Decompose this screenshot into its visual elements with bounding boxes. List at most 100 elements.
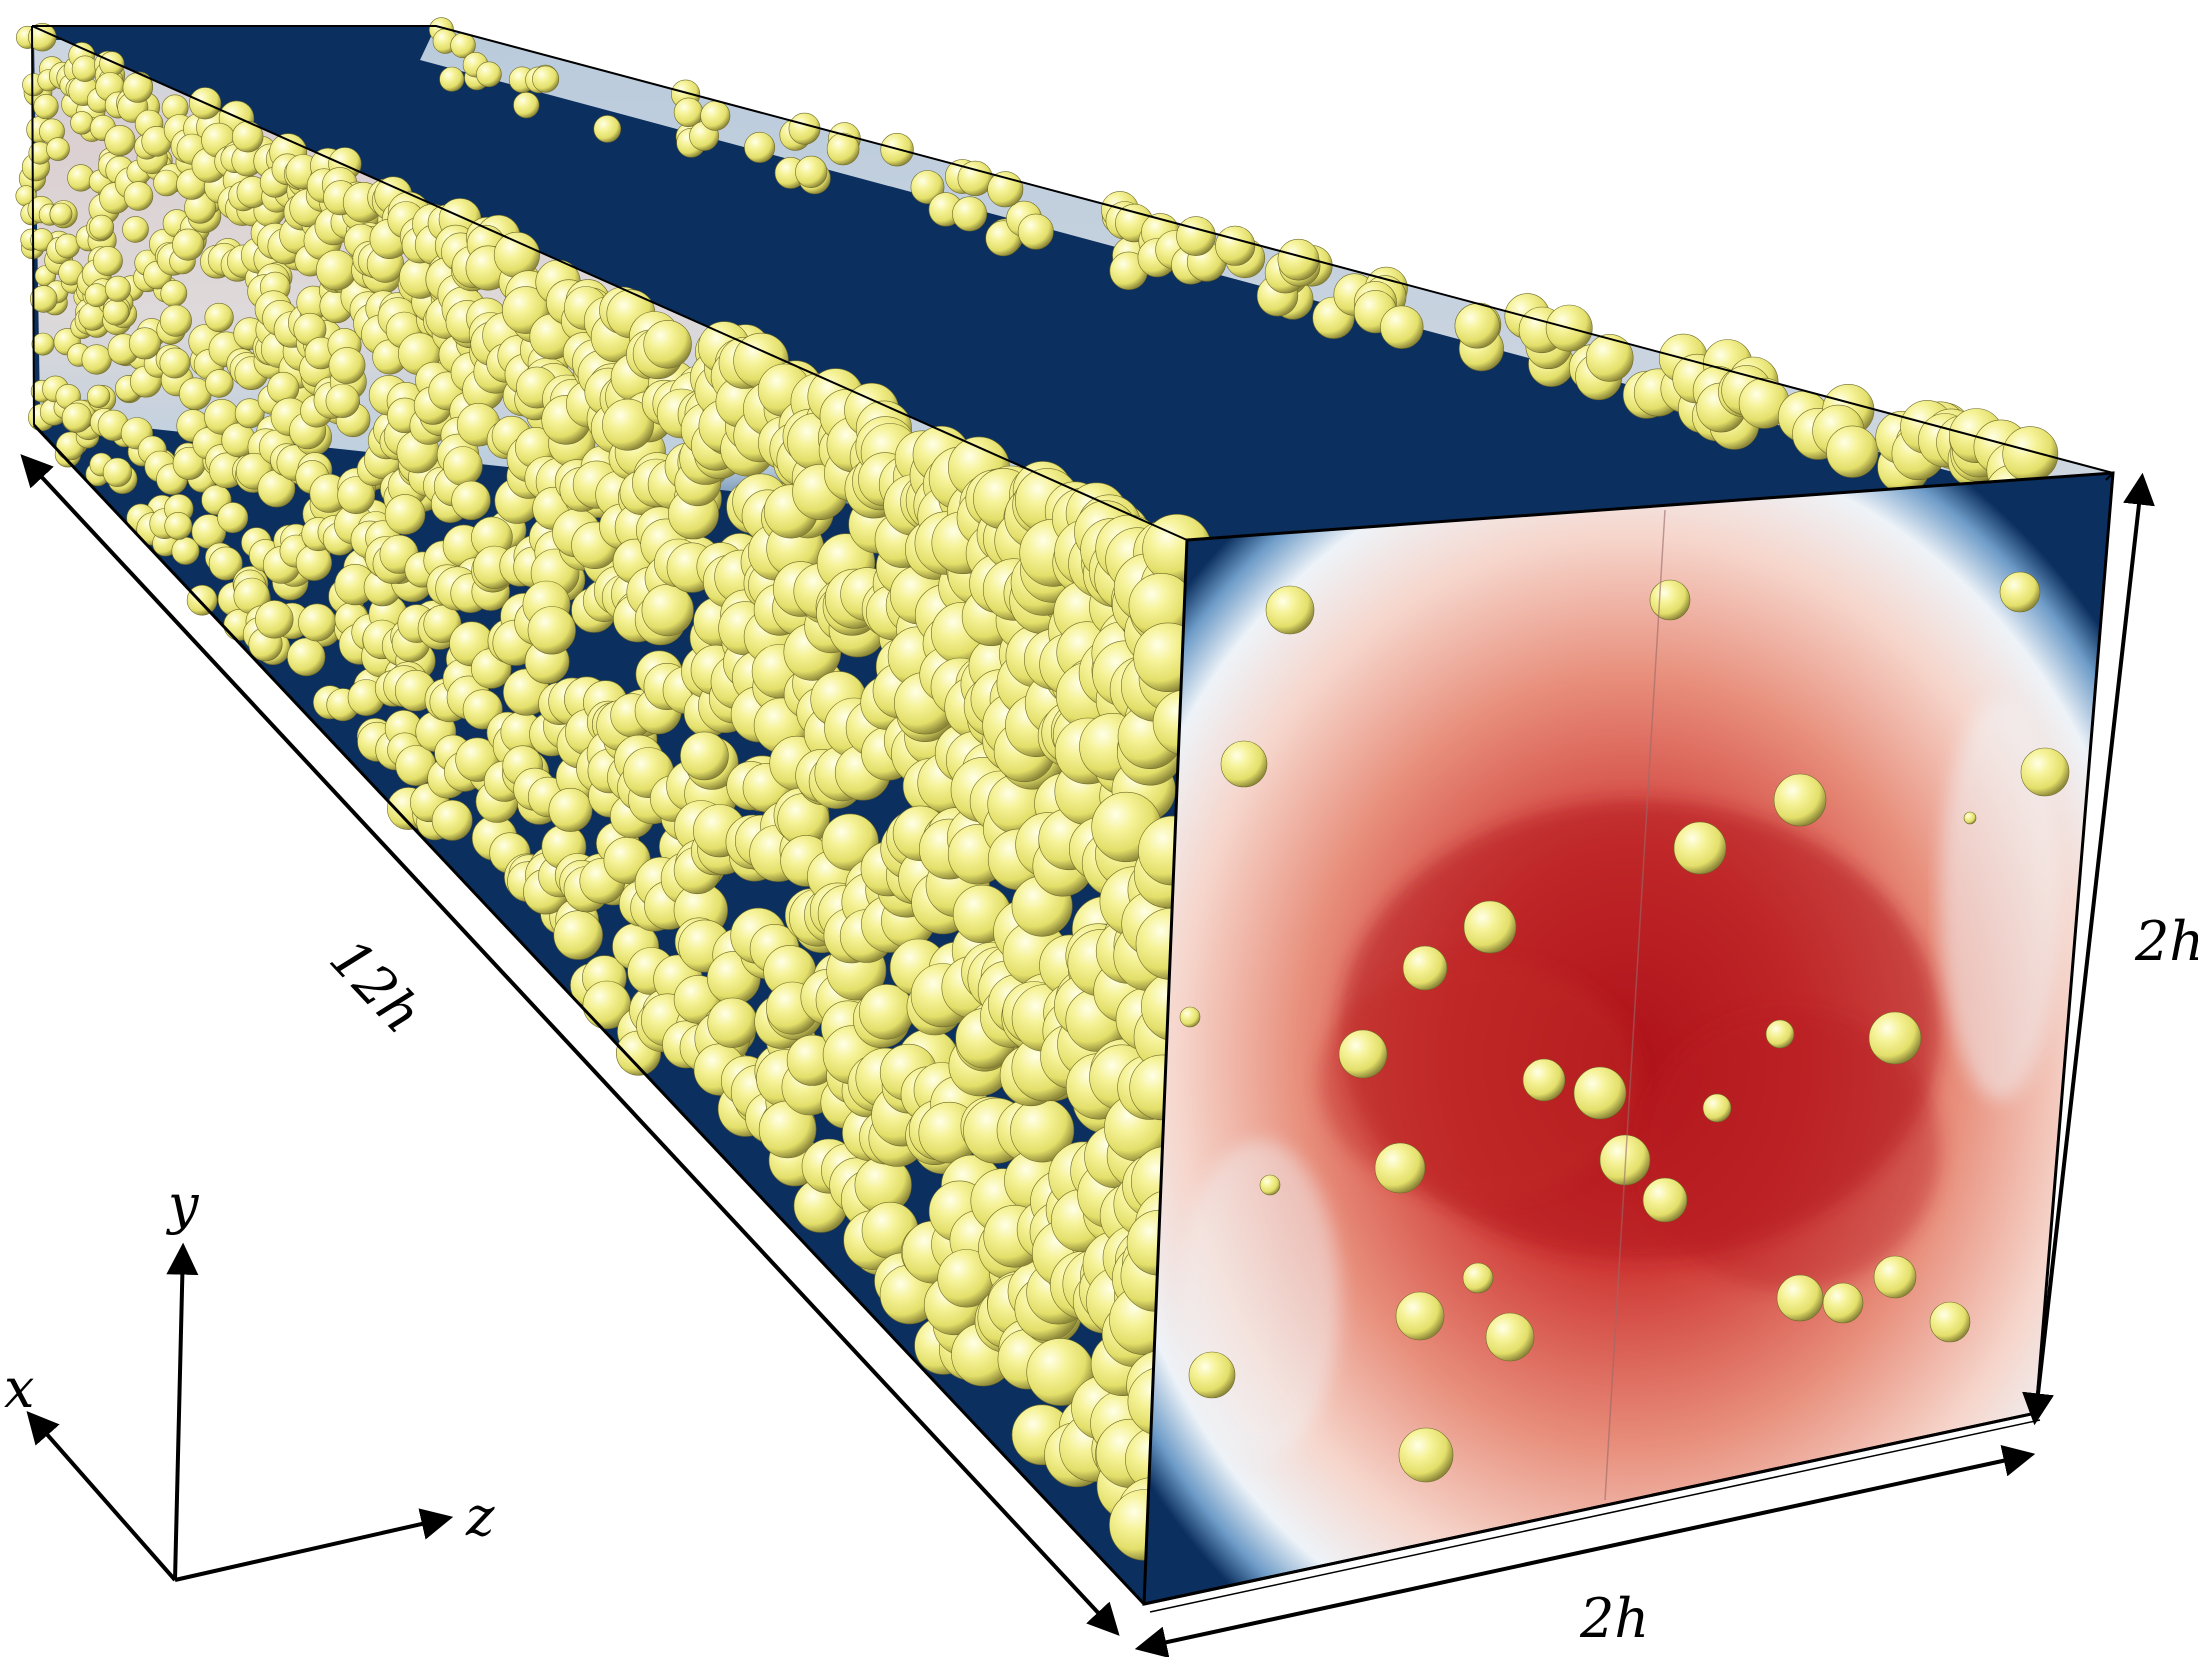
particle — [325, 383, 360, 418]
particle — [186, 584, 218, 616]
cross-section-particle — [1398, 1427, 1454, 1483]
particle — [548, 787, 593, 832]
particle — [680, 731, 729, 781]
length-dimension-arrow — [20, 454, 1120, 1636]
coordinate-axes — [26, 1242, 454, 1582]
particle — [86, 384, 111, 409]
particle — [31, 332, 55, 356]
particle — [1215, 225, 1256, 266]
particle — [2002, 426, 2059, 483]
cross-section-particle — [1463, 900, 1517, 954]
cross-section-particle — [1642, 1177, 1688, 1223]
particle — [593, 115, 622, 143]
particle — [643, 320, 692, 369]
particle — [553, 910, 603, 960]
cross-section-particle — [1929, 1301, 1971, 1343]
particle — [30, 285, 58, 313]
cross-section-particle — [1702, 1093, 1732, 1123]
particle — [513, 91, 540, 119]
particle — [205, 369, 234, 398]
particle — [217, 502, 249, 534]
cross-section-particle — [1220, 740, 1268, 788]
cross-section-particle — [1822, 1282, 1864, 1324]
cross-section-particle — [1873, 1255, 1917, 1299]
cross-section-particle — [1868, 1011, 1922, 1065]
particle — [384, 494, 426, 535]
cross-section-particle — [1402, 945, 1448, 991]
particle — [1826, 425, 1879, 478]
y-axis-label: y — [168, 1173, 199, 1236]
cross-section-particle — [1649, 579, 1691, 621]
particle — [700, 100, 731, 131]
particle — [128, 327, 161, 360]
particle — [443, 446, 483, 486]
particle — [315, 249, 357, 291]
particle — [172, 228, 205, 261]
cross-section-particle — [1765, 1019, 1795, 1049]
particle — [164, 512, 193, 540]
cross-section-particle — [1773, 773, 1827, 827]
cross-section-particle — [1673, 821, 1727, 875]
particle — [159, 347, 191, 379]
particle — [476, 61, 502, 88]
cross-section-particle — [1338, 1029, 1388, 1079]
cross-section-particle — [1259, 1174, 1281, 1196]
cross-section-face — [1142, 471, 2115, 1606]
particle — [298, 603, 337, 642]
cross-section-particle — [1573, 1066, 1627, 1120]
particle — [602, 398, 654, 451]
particle — [826, 132, 860, 166]
particle — [1017, 213, 1054, 250]
height-dimension-arrow — [2022, 472, 2155, 1426]
z-axis-label: z — [466, 1485, 495, 1548]
particle — [122, 216, 149, 243]
particle — [49, 202, 73, 226]
cross-section-particle — [1999, 571, 2041, 613]
particle — [788, 112, 821, 145]
cross-section-particle — [1462, 1262, 1494, 1294]
particle — [1277, 238, 1320, 281]
cross-section-particle — [1179, 1006, 1201, 1028]
particle — [255, 600, 294, 639]
particle — [160, 279, 188, 307]
cross-section-particle — [1265, 585, 1315, 635]
particle — [102, 299, 130, 326]
top-wall-face — [32, 26, 2113, 540]
height-label: 2h — [2135, 910, 2198, 973]
cross-section-particle — [2020, 747, 2070, 797]
cross-section-particle — [1374, 1142, 1426, 1194]
cross-section-particle — [1522, 1058, 1566, 1102]
x-axis-arrow — [26, 1410, 177, 1582]
cross-section-particle — [1395, 1291, 1445, 1341]
particle — [527, 606, 576, 655]
width-label: 2h — [1580, 1587, 1650, 1650]
cross-section-particle — [1963, 811, 1977, 825]
particle — [46, 137, 70, 161]
width-dimension-arrow — [1134, 1445, 2036, 1657]
particle — [61, 402, 92, 433]
particle — [104, 275, 131, 302]
particle — [952, 196, 988, 232]
cross-section-particle — [1485, 1312, 1535, 1362]
particle — [439, 66, 465, 92]
particle — [234, 398, 265, 429]
particle — [910, 170, 945, 205]
particle — [81, 344, 112, 375]
z-axis-arrow — [174, 1508, 454, 1582]
y-axis-arrow — [166, 1242, 199, 1581]
particle — [1454, 303, 1500, 349]
particle — [532, 65, 560, 93]
particle — [153, 169, 180, 197]
particle — [1585, 334, 1634, 382]
particle — [89, 214, 115, 240]
particle — [1176, 216, 1216, 256]
particle — [93, 246, 123, 276]
particle — [204, 302, 234, 333]
particle — [451, 480, 491, 521]
particle — [707, 997, 758, 1048]
cross-section-particle — [1188, 1351, 1236, 1399]
particle — [123, 181, 154, 211]
particle — [102, 457, 132, 487]
particle — [1380, 305, 1424, 349]
